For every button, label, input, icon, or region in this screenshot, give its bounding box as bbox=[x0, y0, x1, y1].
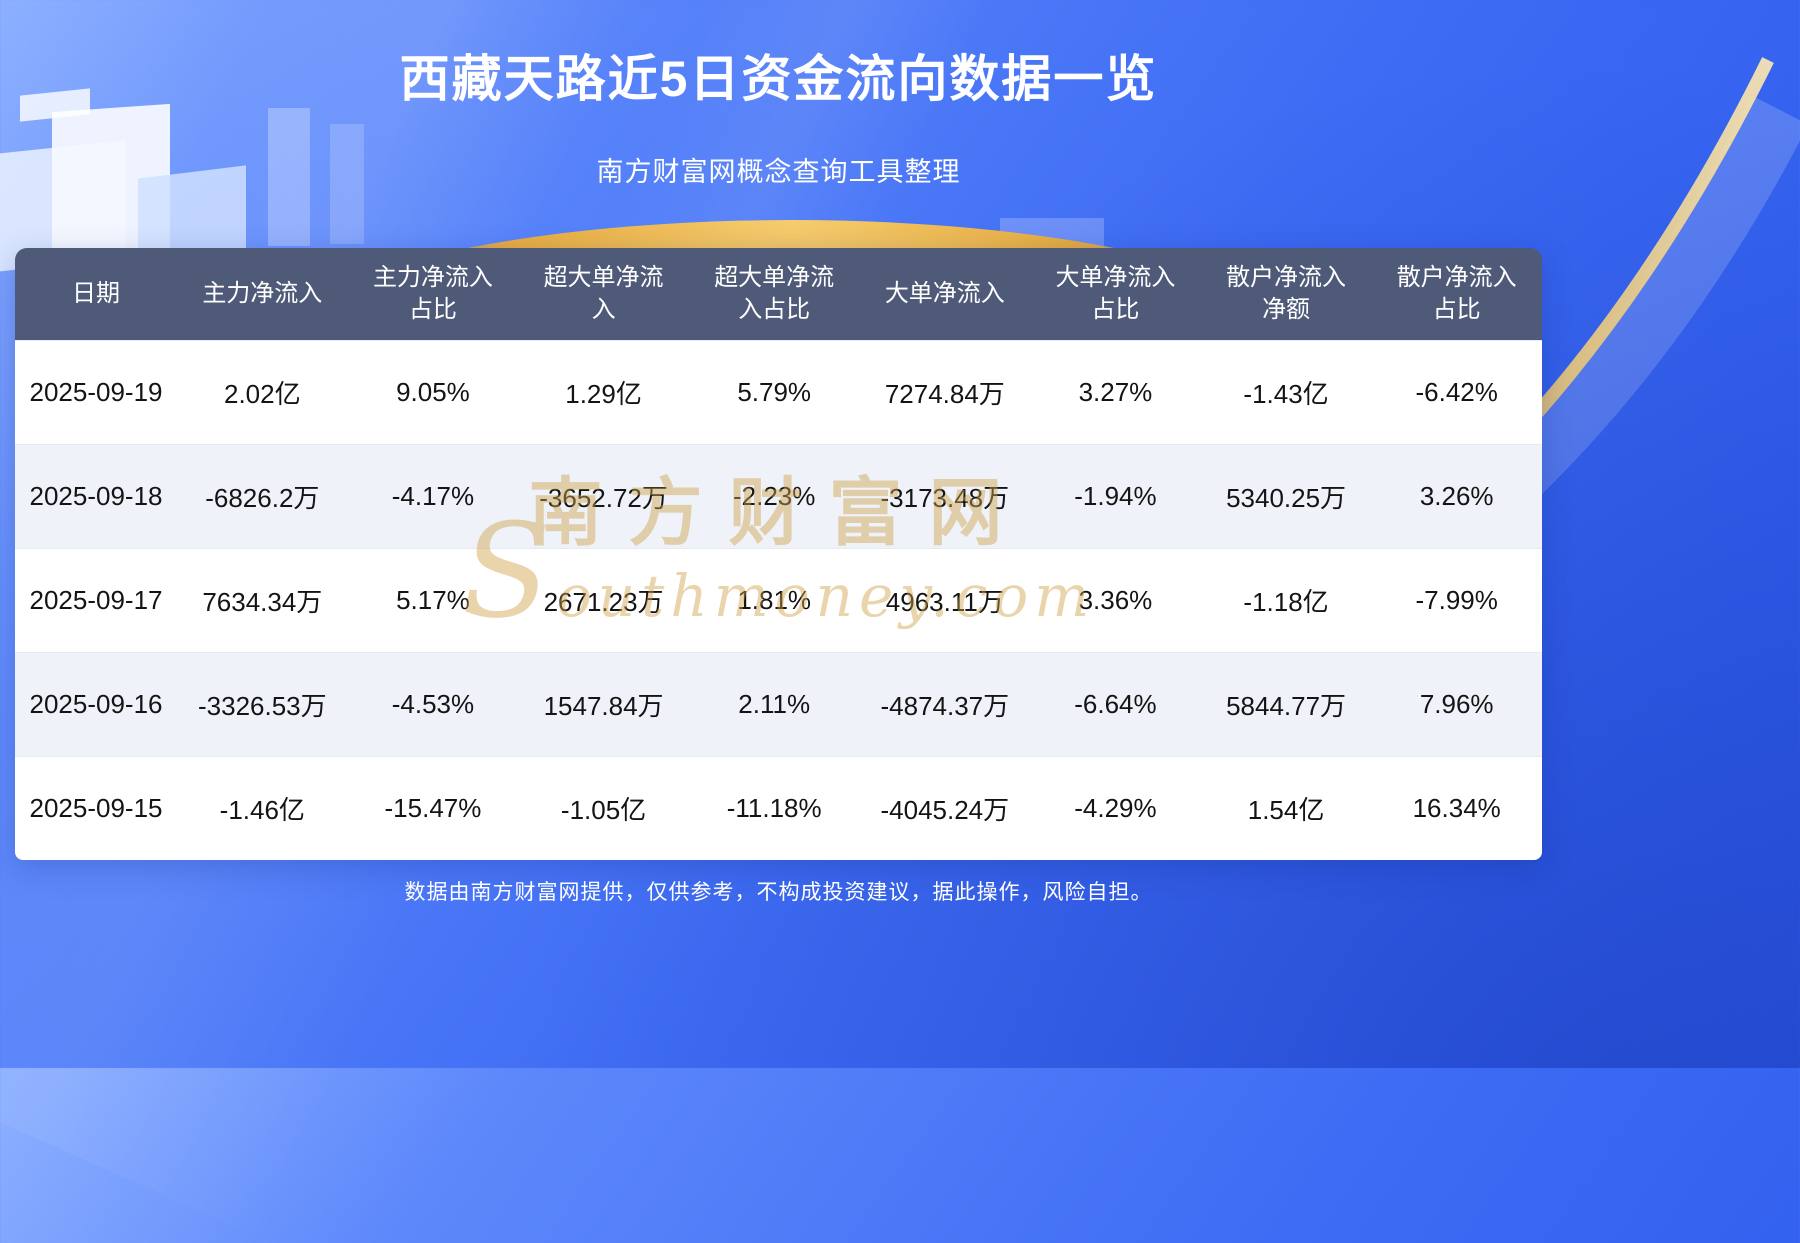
cell-super-large-net-inflow: -1.05亿 bbox=[560, 795, 647, 825]
cell-super-large-net-inflow-ratio: 2.11% bbox=[738, 689, 811, 719]
cell-super-large-net-inflow-ratio: -2.23% bbox=[732, 481, 816, 511]
column-header-retail-net-inflow-ratio: 散户净流入占比 bbox=[1396, 263, 1517, 323]
cell-retail-net-inflow-ratio: 7.96% bbox=[1419, 689, 1494, 719]
cell-retail-net-inflow-ratio: 3.26% bbox=[1419, 481, 1494, 511]
cell-super-large-net-inflow: -3652.72万 bbox=[539, 483, 668, 513]
page-title: 西藏天路近5日资金流向数据一览 bbox=[399, 51, 1158, 107]
column-header-date: 日期 bbox=[72, 279, 120, 307]
cell-large-net-inflow: 4963.11万 bbox=[885, 587, 1004, 617]
fund-flow-table: 日期 主力净流入 主力净流入占比 超大单净流入 超大单净流入占比 大单净流入 大… bbox=[15, 248, 1542, 860]
cell-retail-net-inflow-ratio: 16.34% bbox=[1412, 793, 1501, 823]
cell-main-net-inflow: -3326.53万 bbox=[197, 691, 327, 721]
cell-large-net-inflow: -4045.24万 bbox=[880, 795, 1010, 825]
column-header-super-large-net-inflow-ratio: 超大单净流入占比 bbox=[714, 263, 835, 323]
cell-retail-net-inflow: 1.54亿 bbox=[1247, 795, 1325, 825]
cell-large-net-inflow: -3173.48万 bbox=[880, 483, 1010, 513]
cell-large-net-inflow-ratio: 3.27% bbox=[1078, 377, 1153, 407]
column-header-retail-net-inflow: 散户净流入净额 bbox=[1226, 263, 1347, 323]
cell-main-net-inflow-ratio: -4.53% bbox=[391, 689, 475, 719]
cell-large-net-inflow-ratio: 3.36% bbox=[1078, 585, 1153, 615]
cell-retail-net-inflow-ratio: -6.42% bbox=[1415, 377, 1498, 407]
cell-super-large-net-inflow-ratio: -11.18% bbox=[726, 793, 822, 823]
table-row: 2025-09-15 -1.46亿 -15.47% -1.05亿 -11.18%… bbox=[15, 756, 1542, 860]
cell-super-large-net-inflow: 1547.84万 bbox=[543, 691, 664, 721]
table-row: 2025-09-19 2.02亿 9.05% 1.29亿 5.79% 7274.… bbox=[15, 340, 1542, 444]
cell-super-large-net-inflow-ratio: 1.81% bbox=[737, 585, 812, 615]
cell-large-net-inflow-ratio: -6.64% bbox=[1074, 689, 1157, 719]
cell-retail-net-inflow: -1.43亿 bbox=[1243, 379, 1329, 409]
cell-main-net-inflow: 7634.34万 bbox=[202, 587, 323, 617]
table-row: 2025-09-18 -6826.2万 -4.17% -3652.72万 -2.… bbox=[15, 444, 1542, 548]
column-header-large-net-inflow-ratio: 大单净流入占比 bbox=[1055, 263, 1176, 323]
cell-super-large-net-inflow: 2671.23万 bbox=[543, 587, 664, 617]
cell-main-net-inflow: -1.46亿 bbox=[219, 795, 305, 825]
cell-retail-net-inflow: -1.18亿 bbox=[1243, 587, 1329, 617]
footer-disclaimer: 数据由南方财富网提供，仅供参考，不构成投资建议，据此操作，风险自担。 bbox=[404, 881, 1153, 904]
cell-date: 2025-09-19 bbox=[29, 377, 163, 407]
cell-main-net-inflow-ratio: 5.17% bbox=[396, 585, 470, 615]
column-header-main-net-inflow-ratio: 主力净流入占比 bbox=[372, 263, 493, 323]
column-header-main-net-inflow: 主力净流入 bbox=[202, 279, 323, 307]
cell-main-net-inflow-ratio: -15.47% bbox=[384, 793, 482, 823]
cell-main-net-inflow: -6826.2万 bbox=[205, 483, 320, 513]
page-subtitle: 南方财富网概念查询工具整理 bbox=[596, 157, 961, 187]
cell-large-net-inflow-ratio: -4.29% bbox=[1074, 793, 1157, 823]
cell-date: 2025-09-16 bbox=[29, 689, 163, 719]
cell-main-net-inflow-ratio: -4.17% bbox=[391, 481, 475, 511]
cell-retail-net-inflow: 5340.25万 bbox=[1226, 483, 1347, 513]
cell-date: 2025-09-17 bbox=[29, 585, 163, 615]
table-row: 2025-09-16 -3326.53万 -4.53% 1547.84万 2.1… bbox=[15, 652, 1542, 756]
cell-large-net-inflow: 7274.84万 bbox=[884, 379, 1005, 409]
column-header-large-net-inflow: 大单净流入 bbox=[884, 279, 1005, 307]
cell-date: 2025-09-15 bbox=[29, 793, 163, 823]
cell-large-net-inflow-ratio: -1.94% bbox=[1074, 481, 1157, 511]
cell-main-net-inflow: 2.02亿 bbox=[224, 379, 301, 409]
cell-date: 2025-09-18 bbox=[29, 481, 163, 511]
cell-retail-net-inflow-ratio: -7.99% bbox=[1415, 585, 1498, 615]
table-header-row: 日期 主力净流入 主力净流入占比 超大单净流入 超大单净流入占比 大单净流入 大… bbox=[15, 248, 1542, 340]
cell-super-large-net-inflow-ratio: 5.79% bbox=[737, 377, 812, 407]
cell-large-net-inflow: -4874.37万 bbox=[880, 691, 1010, 721]
cell-retail-net-inflow: 5844.77万 bbox=[1226, 691, 1347, 721]
cell-main-net-inflow-ratio: 9.05% bbox=[396, 377, 470, 407]
cell-super-large-net-inflow: 1.29亿 bbox=[565, 379, 642, 409]
table-row: 2025-09-17 7634.34万 5.17% 2671.23万 1.81%… bbox=[15, 548, 1542, 652]
column-header-super-large-net-inflow: 超大单净流入 bbox=[543, 263, 664, 323]
